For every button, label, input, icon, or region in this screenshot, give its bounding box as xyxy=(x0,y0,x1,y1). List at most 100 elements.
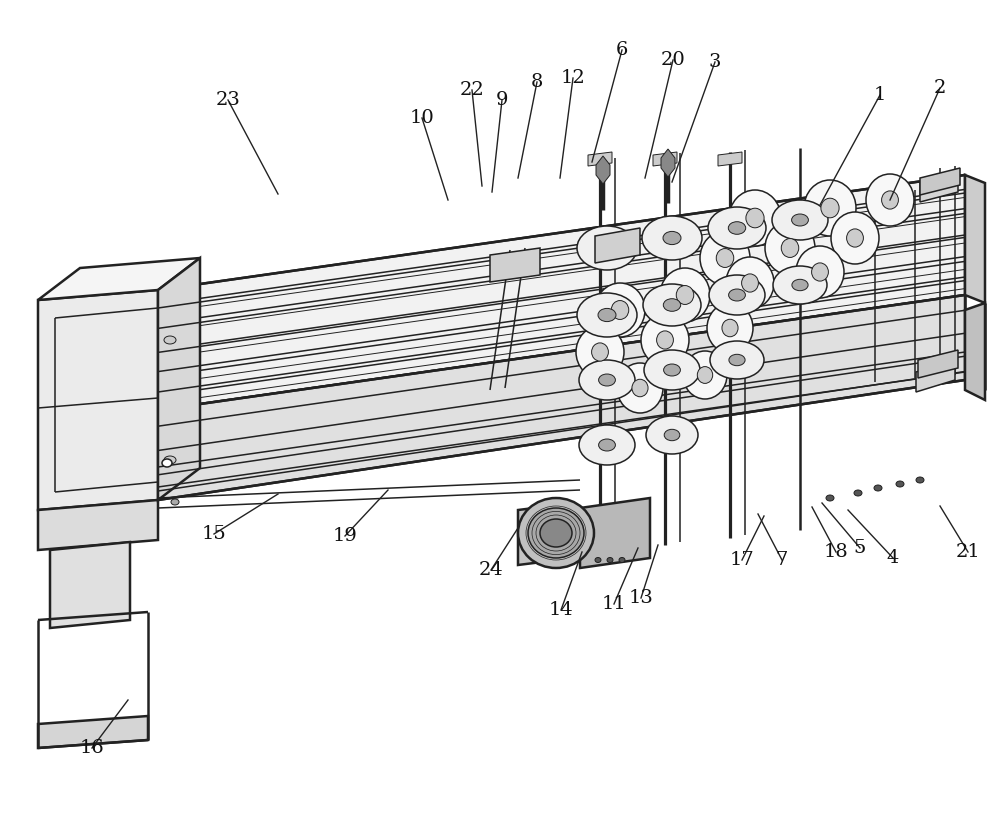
Ellipse shape xyxy=(540,519,572,547)
Ellipse shape xyxy=(577,293,637,337)
Ellipse shape xyxy=(709,275,765,315)
Ellipse shape xyxy=(599,439,615,451)
Text: 10: 10 xyxy=(410,109,434,127)
Polygon shape xyxy=(580,498,650,568)
Text: 14: 14 xyxy=(549,601,573,619)
Text: 19: 19 xyxy=(333,527,357,545)
Ellipse shape xyxy=(664,364,680,376)
Text: 7: 7 xyxy=(776,551,788,569)
Ellipse shape xyxy=(707,303,753,353)
Polygon shape xyxy=(158,258,200,500)
Ellipse shape xyxy=(579,360,635,400)
Polygon shape xyxy=(596,156,610,184)
Ellipse shape xyxy=(619,558,625,563)
Ellipse shape xyxy=(916,477,924,483)
Ellipse shape xyxy=(598,241,616,255)
Polygon shape xyxy=(965,303,985,400)
Polygon shape xyxy=(158,175,965,410)
Ellipse shape xyxy=(804,180,856,236)
Ellipse shape xyxy=(896,481,904,487)
Text: 23: 23 xyxy=(216,91,240,109)
Ellipse shape xyxy=(171,499,179,505)
Text: 8: 8 xyxy=(531,73,543,91)
Ellipse shape xyxy=(792,214,808,226)
Text: 22: 22 xyxy=(460,81,484,99)
Ellipse shape xyxy=(599,374,615,386)
Ellipse shape xyxy=(742,274,758,292)
Text: 9: 9 xyxy=(496,91,508,109)
Ellipse shape xyxy=(643,284,701,326)
Ellipse shape xyxy=(663,232,681,245)
Polygon shape xyxy=(595,228,640,263)
Text: 2: 2 xyxy=(934,79,946,97)
Text: 16: 16 xyxy=(80,739,104,757)
Ellipse shape xyxy=(592,343,608,361)
Ellipse shape xyxy=(882,191,898,209)
Ellipse shape xyxy=(700,231,750,285)
Text: 4: 4 xyxy=(887,549,899,567)
Text: 20: 20 xyxy=(661,51,685,69)
Ellipse shape xyxy=(874,485,882,491)
Ellipse shape xyxy=(729,354,745,366)
Ellipse shape xyxy=(595,283,645,337)
Text: 5: 5 xyxy=(854,539,866,557)
Ellipse shape xyxy=(642,216,702,260)
Ellipse shape xyxy=(164,336,176,344)
Text: 18: 18 xyxy=(824,543,848,561)
Ellipse shape xyxy=(796,246,844,298)
Ellipse shape xyxy=(598,308,616,321)
Text: 12: 12 xyxy=(561,69,585,87)
Polygon shape xyxy=(38,290,158,510)
Text: 1: 1 xyxy=(874,86,886,104)
Ellipse shape xyxy=(781,239,799,257)
Ellipse shape xyxy=(708,207,766,249)
Polygon shape xyxy=(588,152,612,166)
Text: 17: 17 xyxy=(730,551,754,569)
Ellipse shape xyxy=(632,379,648,396)
Text: 13: 13 xyxy=(629,589,653,607)
Polygon shape xyxy=(718,152,742,166)
Text: 11: 11 xyxy=(602,595,626,613)
Text: 3: 3 xyxy=(709,53,721,71)
Ellipse shape xyxy=(518,498,594,568)
Polygon shape xyxy=(518,505,558,565)
Ellipse shape xyxy=(617,363,663,413)
Polygon shape xyxy=(50,542,130,628)
Polygon shape xyxy=(918,350,958,378)
Ellipse shape xyxy=(676,286,694,304)
Ellipse shape xyxy=(607,558,613,563)
Ellipse shape xyxy=(164,456,176,464)
Polygon shape xyxy=(920,172,958,202)
Polygon shape xyxy=(920,168,960,195)
Ellipse shape xyxy=(660,268,710,322)
Polygon shape xyxy=(965,175,985,303)
Ellipse shape xyxy=(528,508,584,558)
Ellipse shape xyxy=(728,222,746,234)
Polygon shape xyxy=(653,152,677,166)
Ellipse shape xyxy=(663,299,681,311)
Polygon shape xyxy=(38,258,200,300)
Ellipse shape xyxy=(831,212,879,264)
Ellipse shape xyxy=(773,266,827,304)
Ellipse shape xyxy=(716,249,734,268)
Ellipse shape xyxy=(664,429,680,441)
Polygon shape xyxy=(916,360,955,392)
Ellipse shape xyxy=(821,199,839,218)
Ellipse shape xyxy=(641,314,689,366)
Ellipse shape xyxy=(595,558,601,563)
Ellipse shape xyxy=(162,459,172,467)
Polygon shape xyxy=(661,149,675,177)
Ellipse shape xyxy=(710,341,764,379)
Ellipse shape xyxy=(611,301,629,320)
Ellipse shape xyxy=(792,279,808,291)
Ellipse shape xyxy=(866,174,914,226)
Ellipse shape xyxy=(772,200,828,240)
Ellipse shape xyxy=(579,425,635,465)
Ellipse shape xyxy=(697,367,713,383)
Ellipse shape xyxy=(726,257,774,309)
Ellipse shape xyxy=(847,229,863,247)
Ellipse shape xyxy=(746,208,764,227)
Ellipse shape xyxy=(683,351,727,399)
Ellipse shape xyxy=(576,326,624,378)
Polygon shape xyxy=(38,716,148,748)
